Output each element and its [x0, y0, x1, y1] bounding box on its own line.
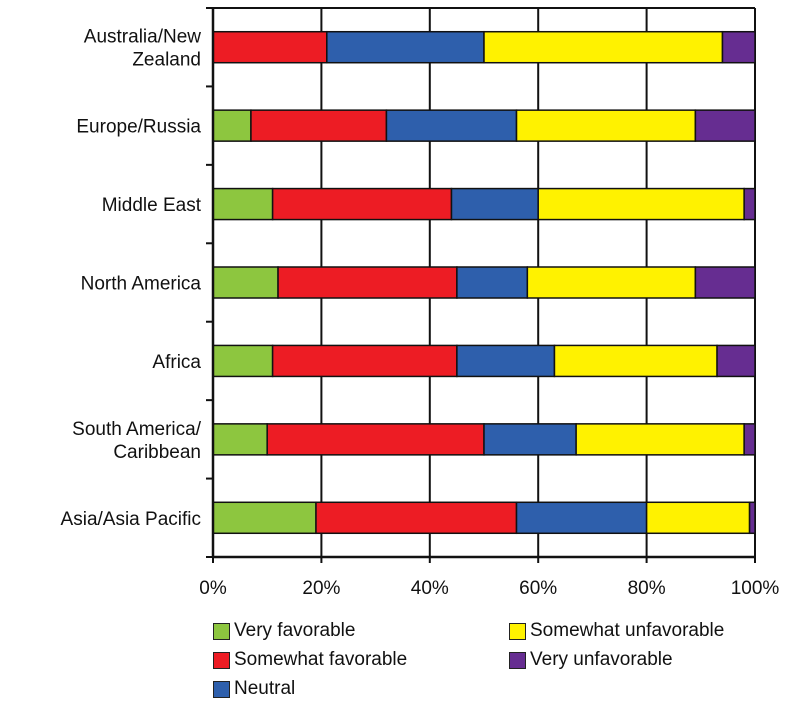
- bar-segment: [694, 266, 756, 299]
- bar-segment: [326, 30, 485, 64]
- bar-segment: [271, 187, 453, 221]
- bar-segment: [212, 30, 328, 64]
- bar-segment: [748, 501, 756, 535]
- category-label: South America/Caribbean: [72, 419, 202, 463]
- legend-label: Neutral: [234, 678, 296, 699]
- bar-segment: [483, 30, 724, 64]
- bar-segment: [553, 344, 718, 378]
- x-tick-label: 40%: [411, 578, 449, 599]
- category-label: Australia/New Zealand: [84, 27, 201, 71]
- legend-swatch: [213, 680, 230, 698]
- bar-segment: [456, 344, 556, 378]
- legend-item-neutral: Neutral: [213, 678, 295, 700]
- bar-segment: [315, 501, 518, 535]
- legend-label: Somewhat favorable: [234, 649, 408, 670]
- bar-segment: [515, 109, 697, 142]
- bar-segment: [716, 344, 756, 378]
- legend-item-somewhat-favorable: Somewhat favorable: [213, 649, 407, 671]
- bar-segment: [266, 423, 485, 456]
- bar-segment: [450, 187, 539, 221]
- legend-item-somewhat-unfavorable: Somewhat unfavorable: [509, 620, 724, 642]
- legend-label: Very unfavorable: [530, 649, 673, 670]
- bar-segment: [515, 501, 648, 535]
- bar-segment: [212, 187, 274, 221]
- bar-segment: [271, 344, 458, 378]
- category-label: North America: [81, 274, 202, 295]
- bar-segment: [212, 266, 279, 299]
- bar-segment: [277, 266, 458, 299]
- x-tick-label: 0%: [199, 578, 227, 599]
- bar-segment: [743, 423, 756, 456]
- bar-segment: [743, 187, 756, 221]
- legend-swatch: [213, 622, 230, 640]
- legend-swatch: [509, 651, 526, 669]
- bar-segment: [694, 109, 756, 142]
- bar-segment: [526, 266, 697, 299]
- bar-segment: [212, 344, 274, 378]
- bar-segment: [721, 30, 756, 64]
- bar-segment: [212, 501, 317, 535]
- bar-segment: [537, 187, 745, 221]
- bar-segment: [575, 423, 745, 456]
- x-tick-label: 60%: [519, 578, 557, 599]
- bar-segment: [385, 109, 518, 142]
- category-label: Asia/Asia Pacific: [61, 509, 201, 530]
- bar-segment: [483, 423, 577, 456]
- legend-label: Somewhat unfavorable: [530, 620, 725, 641]
- x-tick-label: 80%: [628, 578, 666, 599]
- bar-segment: [212, 423, 268, 456]
- category-label: Europe/Russia: [76, 117, 201, 138]
- legend-label: Very favorable: [234, 620, 356, 641]
- legend-swatch: [509, 622, 526, 640]
- bar-segment: [250, 109, 388, 142]
- x-tick-label: 100%: [731, 578, 780, 599]
- legend-item-very-unfavorable: Very unfavorable: [509, 649, 673, 671]
- legend-item-very-favorable: Very favorable: [213, 620, 355, 642]
- category-label: Middle East: [102, 195, 202, 216]
- legend-swatch: [213, 651, 230, 669]
- category-label: Africa: [152, 352, 201, 373]
- bar-segment: [645, 501, 751, 535]
- bar-segment: [212, 109, 252, 142]
- x-tick-label: 20%: [302, 578, 340, 599]
- bar-segment: [456, 266, 529, 299]
